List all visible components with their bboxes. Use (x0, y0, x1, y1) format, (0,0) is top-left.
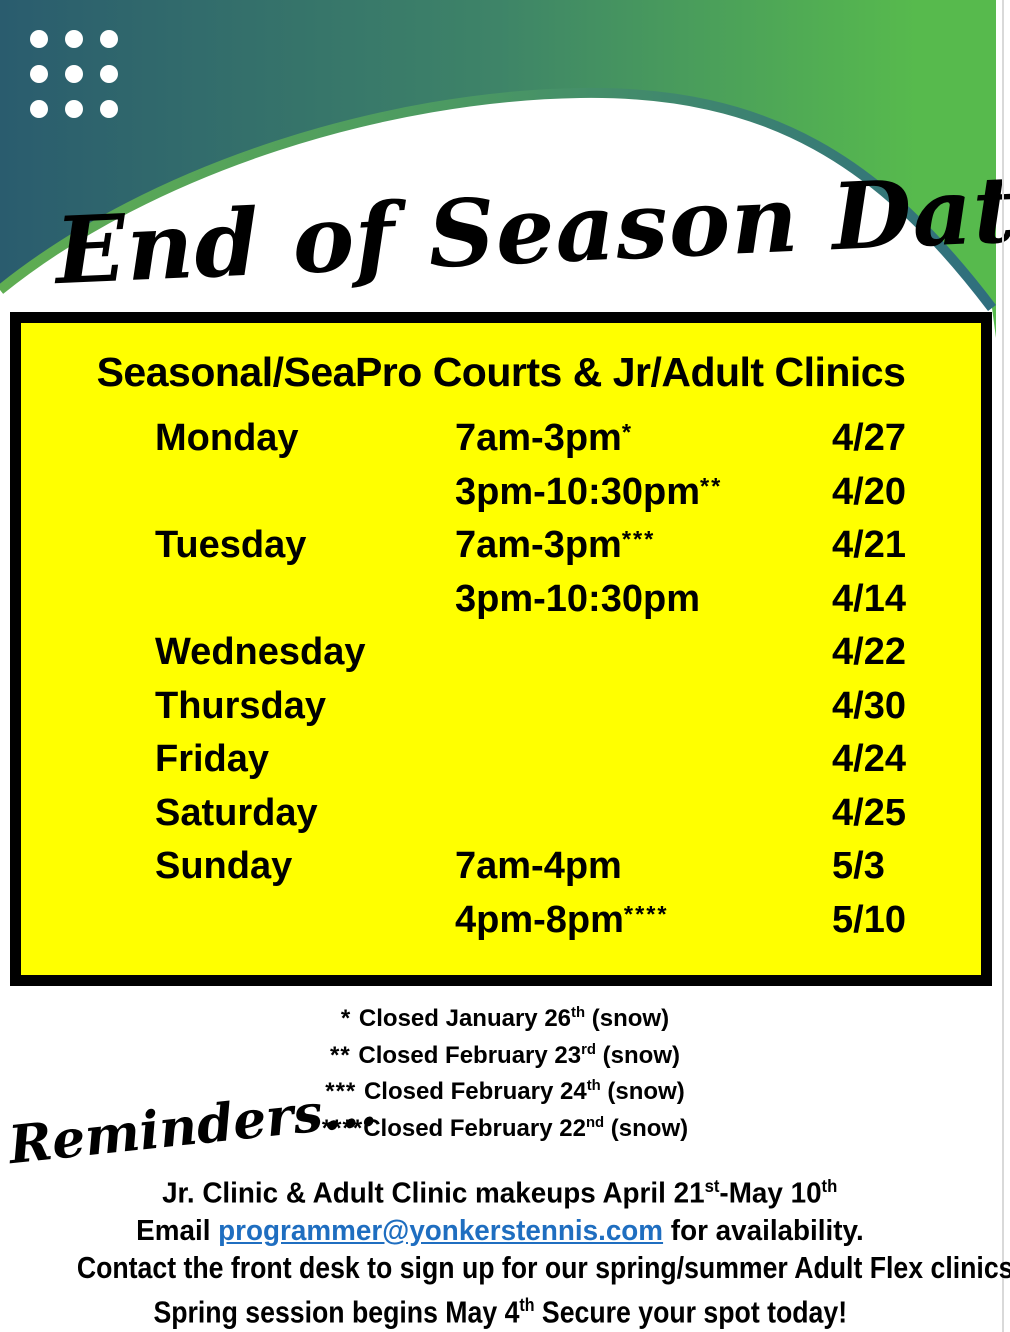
schedule-row: Friday 4/24 (21, 733, 981, 787)
day-cell: Saturday (155, 791, 318, 834)
header-banner: End of Season Dates (0, 0, 1010, 338)
makeups-line: Jr. Clinic & Adult Clinic makeups April … (162, 1176, 838, 1210)
schedule-box: Seasonal/SeaPro Courts & Jr/Adult Clinic… (10, 312, 992, 986)
email-link[interactable]: programmer@yonkerstennis.com (218, 1214, 664, 1247)
day-cell: Sunday (155, 845, 293, 888)
footnotes: * Closed January 26th (snow) ** Closed F… (0, 998, 1010, 1144)
day-cell: Monday (155, 417, 299, 460)
schedule-row: 4pm-8pm**** 5/10 (21, 894, 981, 948)
schedule-row: Monday 7am-3pm* 4/27 (21, 412, 981, 466)
schedule-row: Sunday 7am-4pm 5/3 (21, 840, 981, 894)
reminders-text: Jr. Clinic & Adult Clinic makeups April … (0, 1168, 1010, 1330)
day-cell: Tuesday (155, 524, 307, 567)
asterisk-marker: ** (699, 472, 723, 499)
spring-session-line: Spring session begins May 4th Secure you… (153, 1293, 847, 1329)
time-cell: 7am-3pm* (455, 417, 634, 460)
asterisk-marker: **** (623, 900, 669, 927)
footnote-line: ****Closed February 22nd (snow) (321, 1114, 689, 1142)
footnote-line: *** Closed February 24th (snow) (325, 1078, 685, 1105)
date-cell: 4/27 (832, 417, 906, 460)
date-cell: 4/20 (832, 470, 906, 513)
schedule-rows: Monday 7am-3pm* 4/27 3pm-10:30pm** 4/20 … (21, 412, 981, 947)
date-cell: 5/3 (832, 845, 885, 888)
schedule-row: 3pm-10:30pm 4/14 (21, 573, 981, 627)
day-cell: Wednesday (155, 631, 366, 674)
schedule-row: Wednesday 4/22 (21, 626, 981, 680)
time-cell: 3pm-10:30pm** (455, 470, 723, 513)
schedule-row: Saturday 4/25 (21, 787, 981, 841)
schedule-row: Thursday 4/30 (21, 680, 981, 734)
day-cell: Friday (155, 738, 270, 781)
footnote-line: ** Closed February 23rd (snow) (330, 1041, 680, 1069)
email-line: Email programmer@yonkerstennis.com for a… (136, 1214, 864, 1247)
front-desk-line: Contact the front desk to sign up for ou… (76, 1249, 1010, 1285)
dots-grid-icon (30, 30, 118, 118)
date-cell: 4/22 (832, 631, 906, 674)
schedule-row: 3pm-10:30pm** 4/20 (21, 466, 981, 520)
time-cell: 3pm-10:30pm (455, 577, 700, 620)
date-cell: 4/30 (832, 684, 906, 727)
time-cell: 4pm-8pm**** (455, 898, 669, 941)
date-cell: 4/21 (832, 524, 906, 567)
schedule-title: Seasonal/SeaPro Courts & Jr/Adult Clinic… (96, 349, 906, 395)
date-cell: 4/25 (832, 791, 906, 834)
date-cell: 5/10 (832, 898, 906, 941)
day-cell: Thursday (155, 684, 327, 727)
header-curve-graphic (0, 0, 996, 338)
date-cell: 4/14 (832, 577, 906, 620)
schedule-row: Tuesday 7am-3pm*** 4/21 (21, 519, 981, 573)
date-cell: 4/24 (832, 738, 906, 781)
page-edge-line (1002, 0, 1004, 1332)
footnote-line: * Closed January 26th (snow) (340, 1005, 670, 1032)
asterisk-marker: *** (621, 526, 656, 553)
asterisk-marker: * (621, 419, 634, 446)
time-cell: 7am-4pm (455, 845, 622, 888)
time-cell: 7am-3pm*** (455, 524, 656, 567)
